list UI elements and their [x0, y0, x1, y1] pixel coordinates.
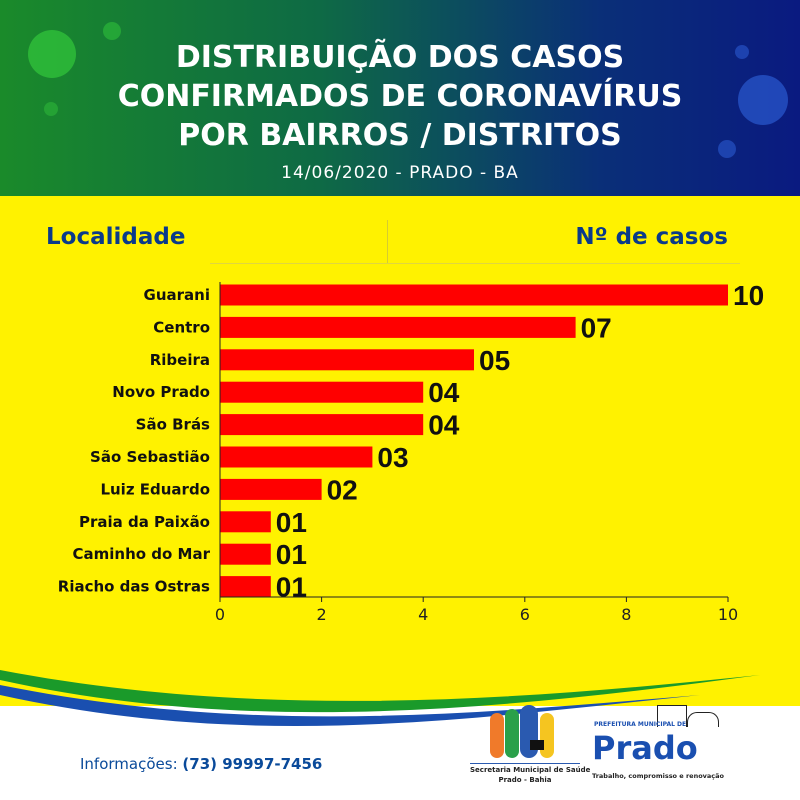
column-header-cases: Nº de casos [575, 224, 728, 250]
data-label: 05 [479, 345, 510, 376]
category-label: São Sebastião [90, 448, 210, 466]
health-logo-text: Secretaria Municipal de Saúde [470, 766, 591, 774]
decorative-swoosh [0, 640, 800, 726]
x-tick-label: 10 [718, 605, 738, 624]
bar [220, 381, 424, 403]
phone-number: (73) 99997-7456 [182, 755, 323, 773]
x-tick-label: 2 [317, 605, 327, 624]
city-logo-slogan: Trabalho, compromisso e renovação [592, 772, 724, 780]
category-label: Praia da Paixão [79, 513, 210, 531]
city-logo-name: Prado [592, 729, 698, 767]
x-tick-label: 6 [520, 605, 530, 624]
category-label: São Brás [136, 416, 210, 434]
data-label: 07 [581, 312, 612, 343]
category-label: Centro [153, 318, 210, 336]
health-secretariat-logo: Secretaria Municipal de Saúde Prado - Ba… [470, 705, 591, 785]
virus-icon [735, 45, 749, 59]
data-label: 01 [276, 572, 307, 603]
header-banner: DISTRIBUIÇÃO DOS CASOS CONFIRMADOS DE CO… [0, 0, 800, 196]
category-label: Caminho do Mar [73, 545, 211, 563]
category-label: Novo Prado [112, 383, 210, 401]
bar [220, 478, 322, 500]
virus-icon [28, 30, 76, 78]
virus-icon [44, 102, 58, 116]
bar [220, 284, 728, 306]
data-label: 03 [377, 442, 408, 473]
bar [220, 576, 271, 598]
title-line: POR BAIRROS / DISTRITOS [178, 118, 622, 153]
category-label: Luiz Eduardo [100, 480, 210, 498]
title-line: DISTRIBUIÇÃO DOS CASOS [175, 40, 625, 75]
virus-icon [103, 22, 121, 40]
bar [220, 414, 424, 436]
info-label: Informações: [80, 755, 178, 773]
column-divider [387, 220, 388, 264]
bar [220, 316, 576, 338]
data-label: 01 [276, 539, 307, 570]
city-hall-logo: PREFEITURA MUNICIPAL DE Prado Trabalho, … [592, 700, 724, 785]
data-label: 01 [276, 507, 307, 538]
header-divider [210, 263, 740, 264]
category-label: Guarani [144, 286, 210, 304]
bar [220, 446, 373, 468]
bar [220, 511, 271, 533]
subtitle: 14/06/2020 - PRADO - BA [281, 163, 519, 183]
title-line: CONFIRMADOS DE CORONAVÍRUS [117, 79, 683, 114]
x-tick-label: 0 [215, 605, 225, 624]
category-label: Ribeira [150, 351, 210, 369]
bar [220, 543, 271, 565]
health-logo-text: Prado - Bahia [498, 776, 552, 784]
virus-icon [738, 75, 788, 125]
data-label: 04 [428, 410, 460, 441]
virus-icon [718, 140, 736, 158]
contact-info: Informações: (73) 99997-7456 [80, 755, 322, 773]
page-title: DISTRIBUIÇÃO DOS CASOS CONFIRMADOS DE CO… [0, 38, 800, 155]
x-tick-label: 4 [418, 605, 428, 624]
data-label: 10 [733, 280, 764, 311]
column-header-locality: Localidade [46, 224, 186, 250]
chart-panel [0, 196, 800, 706]
data-label: 04 [428, 377, 460, 408]
bar [220, 349, 474, 371]
x-tick-label: 8 [621, 605, 631, 624]
data-label: 02 [327, 474, 358, 505]
city-logo-top: PREFEITURA MUNICIPAL DE [594, 721, 687, 728]
category-label: Riacho das Ostras [58, 578, 210, 596]
